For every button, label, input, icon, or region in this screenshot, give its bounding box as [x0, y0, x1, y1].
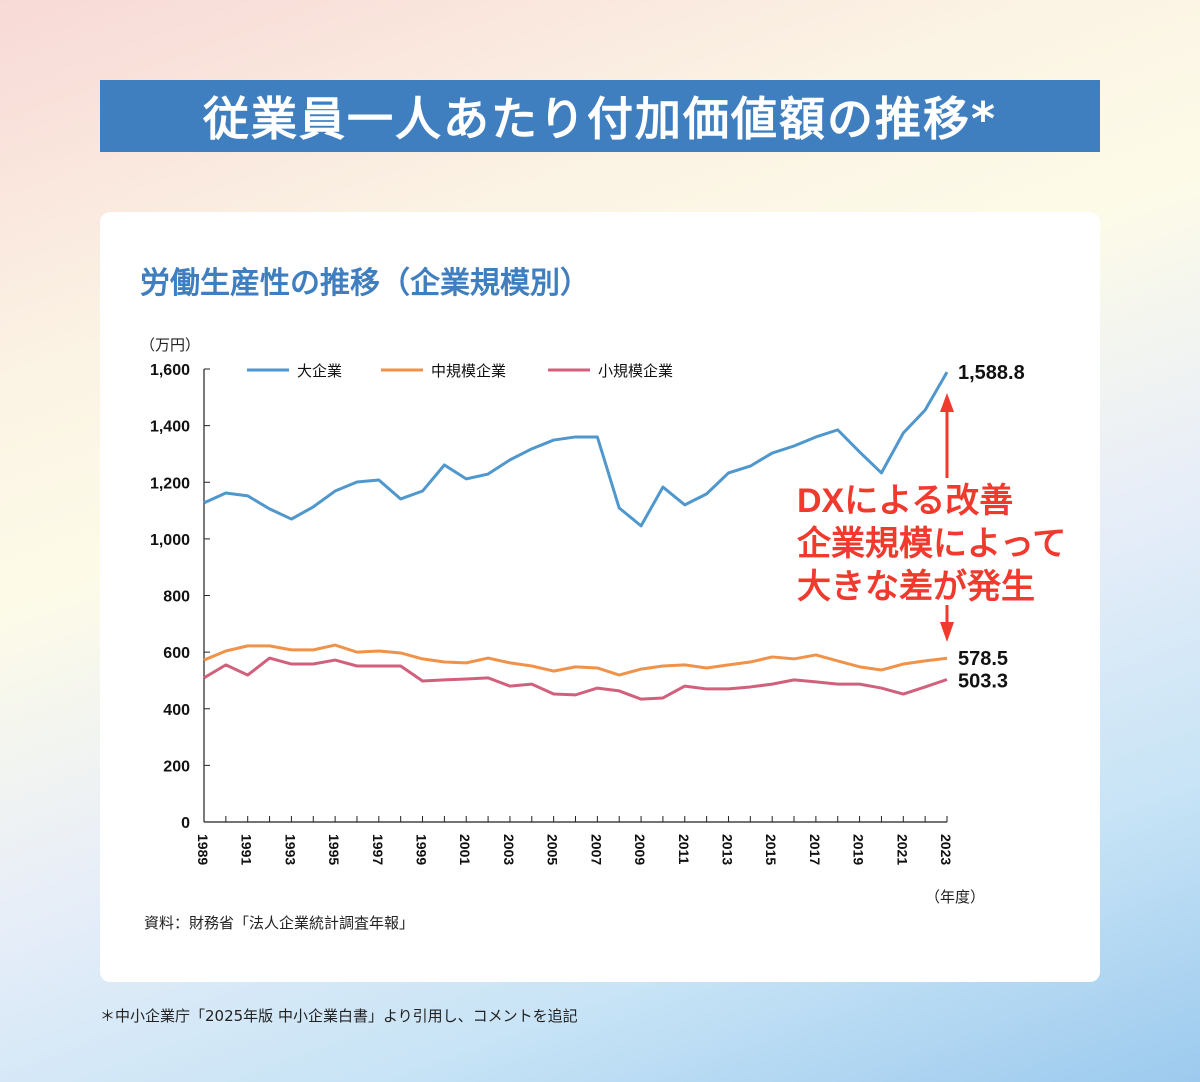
- series-line-0: [203, 371, 949, 528]
- y-tick-label: 600: [163, 645, 190, 662]
- chart-source: 資料：財務省「法人企業統計調査年報」: [144, 914, 415, 932]
- arrow-down-icon: [940, 622, 954, 642]
- series-line-2: [203, 656, 948, 701]
- page-title: 従業員一人あたり付加価値額の推移*: [100, 80, 1100, 152]
- x-tick-label: 1999: [414, 834, 430, 865]
- y-tick-label: 200: [163, 758, 190, 775]
- x-tick-label: 2015: [763, 834, 779, 865]
- x-tick-label: 1993: [282, 834, 298, 865]
- x-tick-label: 2001: [457, 834, 473, 865]
- x-tick-label: 2017: [807, 834, 823, 865]
- end-value-label-1: 578.5: [958, 648, 1008, 670]
- y-tick-label: 0: [181, 815, 190, 832]
- series-line-1: [203, 643, 948, 677]
- y-tick-label: 400: [163, 702, 190, 719]
- end-value-label-0: 1,588.8: [958, 362, 1025, 384]
- arrow-up-icon: [940, 393, 954, 412]
- annotation-line: 大きな差が発生: [797, 568, 1035, 606]
- end-value-label-2: 503.3: [958, 671, 1008, 693]
- y-tick-label: 1,000: [150, 532, 190, 549]
- x-tick-label: 2021: [894, 834, 910, 865]
- x-tick-label: 1989: [195, 834, 211, 865]
- chart-card: 労働生産性の推移（企業規模別） 資料：財務省「法人企業統計調査年報」: [100, 212, 1100, 982]
- chart-title: 労働生産性の推移（企業規模別）: [140, 266, 590, 301]
- x-tick-label: 2003: [501, 834, 517, 865]
- annotation-line: DXによる改善: [797, 482, 1013, 520]
- y-tick-label: 800: [163, 589, 190, 606]
- x-tick-label: 2009: [632, 834, 648, 865]
- x-axis-label: （年度）: [925, 889, 985, 906]
- y-tick-label: 1,400: [150, 419, 190, 436]
- x-tick-label: 1995: [326, 834, 342, 865]
- x-tick-label: 1997: [370, 834, 386, 865]
- y-axis-label: （万円）: [140, 337, 200, 354]
- legend-label-1: 中規模企業: [431, 362, 506, 380]
- x-tick-label: 2023: [938, 834, 954, 865]
- footnote: ＊中小企業庁「2025年版 中小企業白書」より引用し、コメントを追記: [100, 1007, 578, 1025]
- legend-label-0: 大企業: [297, 362, 342, 380]
- y-tick-label: 1,600: [150, 362, 190, 379]
- x-tick-label: 2013: [719, 834, 735, 865]
- x-tick-label: 1991: [239, 834, 255, 865]
- x-tick-label: 2005: [545, 834, 561, 865]
- x-tick-label: 2007: [588, 834, 604, 865]
- annotation-line: 企業規模によって: [797, 524, 1066, 563]
- y-tick-label: 1,200: [150, 475, 190, 492]
- legend-label-2: 小規模企業: [598, 362, 673, 380]
- x-tick-label: 2011: [676, 834, 692, 865]
- x-tick-label: 2019: [851, 834, 867, 865]
